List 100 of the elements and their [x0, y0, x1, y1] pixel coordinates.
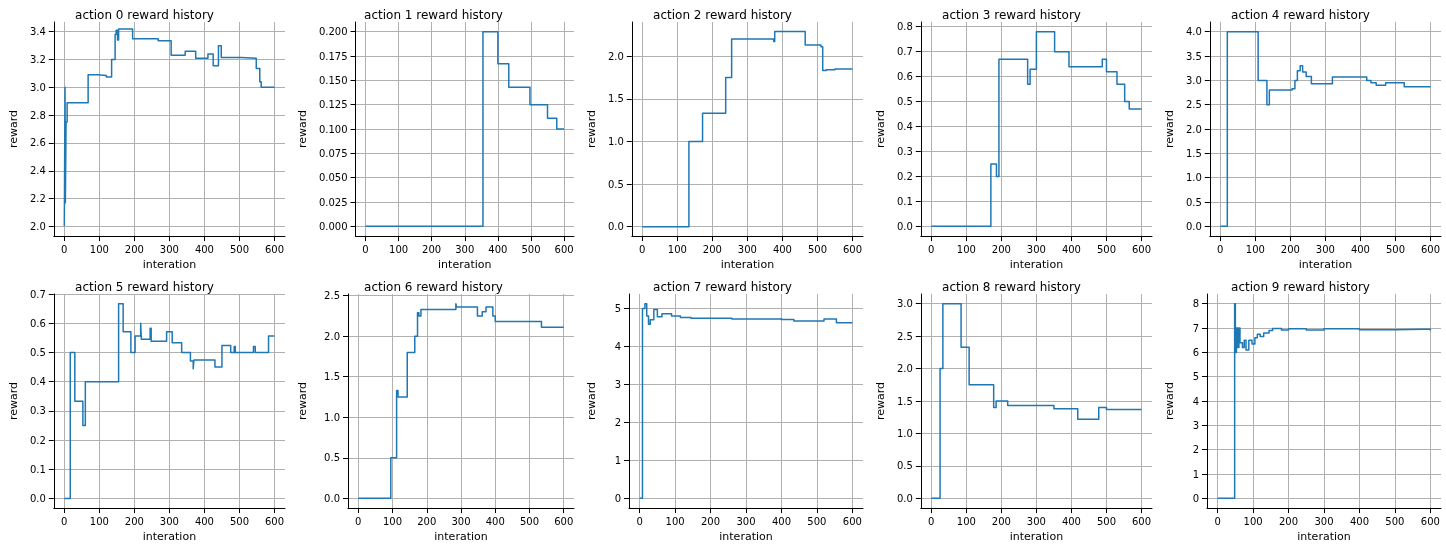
y-tick-label: 0.0: [1185, 220, 1202, 232]
y-tick-label: 5: [614, 302, 621, 314]
chart-title: action 9 reward history: [1231, 280, 1370, 294]
y-tick-label: 3.0: [896, 298, 913, 310]
x-tick-label: 600: [264, 243, 285, 255]
x-tick-label: 500: [807, 515, 827, 527]
y-tick-label: 1.5: [607, 93, 624, 105]
x-tick-label: 200: [1279, 515, 1299, 527]
y-tick-label: 0.0: [324, 492, 340, 504]
x-tick-label: 400: [1061, 515, 1081, 527]
x-tick-label: 100: [89, 243, 109, 255]
x-tick-label: 300: [1315, 243, 1335, 255]
y-tick-label: 0.4: [29, 376, 46, 388]
x-tick-label: 500: [1096, 243, 1117, 255]
x-tick-label: 400: [194, 243, 214, 255]
y-tick-label: 0.175: [318, 50, 348, 62]
y-axis-title: reward: [874, 382, 887, 421]
y-tick-label: 0.200: [318, 26, 348, 38]
x-tick-label: 300: [159, 243, 179, 255]
x-tick-label: 100: [665, 515, 685, 527]
y-tick-label: 2.5: [324, 290, 340, 302]
x-tick-label: 100: [89, 515, 109, 527]
y-axis-title: reward: [585, 382, 598, 421]
chart-title: action 2 reward history: [653, 8, 792, 22]
x-tick-label: 400: [1350, 243, 1370, 255]
y-tick-label: 0: [1192, 492, 1199, 504]
x-tick-label: 600: [264, 515, 285, 527]
x-axis-title: interation: [434, 530, 488, 543]
y-tick-label: 4: [1192, 395, 1199, 407]
y-tick-label: 4: [614, 340, 621, 352]
x-tick-label: 300: [455, 243, 475, 255]
y-tick-label: 2.6: [29, 137, 46, 149]
x-tick-label: 500: [1385, 243, 1406, 255]
x-tick-label: 300: [159, 515, 179, 527]
x-tick-label: 0: [1214, 515, 1221, 527]
y-tick-label: 8: [1192, 298, 1199, 310]
x-tick-label: 500: [229, 515, 250, 527]
y-tick-label: 3: [1192, 419, 1199, 431]
x-tick-label: 300: [1026, 243, 1046, 255]
y-axis-title: reward: [1163, 110, 1176, 149]
y-tick-label: 6: [1192, 346, 1199, 358]
x-tick-label: 400: [488, 243, 508, 255]
x-tick-label: 600: [554, 515, 574, 527]
x-tick-label: 600: [842, 243, 863, 255]
x-tick-label: 0: [1217, 243, 1224, 255]
x-tick-label: 600: [554, 243, 574, 255]
x-tick-label: 500: [807, 243, 828, 255]
x-tick-label: 200: [124, 515, 144, 527]
x-tick-label: 200: [701, 515, 721, 527]
x-tick-label: 0: [928, 515, 935, 527]
y-tick-label: 3.0: [1185, 74, 1202, 86]
x-tick-label: 300: [1026, 515, 1046, 527]
y-tick-label: 0.6: [896, 71, 913, 83]
x-tick-label: 0: [362, 243, 369, 255]
y-axis-title: reward: [7, 382, 20, 421]
y-tick-label: 0.5: [607, 178, 624, 190]
x-axis-title: interation: [438, 258, 492, 271]
y-tick-label: 0.1: [29, 463, 46, 475]
y-tick-label: 0.2: [29, 434, 46, 446]
x-tick-label: 0: [928, 243, 935, 255]
chart-title: action 5 reward history: [75, 280, 214, 294]
y-tick-label: 0.150: [318, 74, 348, 86]
y-tick-label: 0.075: [318, 147, 348, 159]
y-tick-label: 0.7: [896, 46, 913, 58]
y-tick-label: 0.8: [896, 21, 913, 33]
y-axis-title: reward: [296, 382, 309, 421]
x-tick-label: 100: [956, 243, 976, 255]
x-tick-label: 600: [1420, 515, 1440, 527]
y-tick-label: 0.0: [896, 492, 913, 504]
y-tick-label: 7: [1192, 322, 1199, 334]
y-tick-label: 5: [1192, 371, 1199, 383]
x-tick-label: 0: [61, 243, 68, 255]
x-tick-label: 300: [737, 243, 757, 255]
x-tick-label: 400: [485, 515, 505, 527]
y-tick-label: 0.000: [318, 220, 348, 232]
x-axis-title: interation: [1298, 258, 1353, 271]
y-tick-label: 0.5: [896, 460, 913, 472]
y-tick-label: 2.5: [896, 330, 913, 342]
y-tick-label: 0.5: [1185, 196, 1202, 208]
x-tick-label: 400: [1349, 515, 1369, 527]
y-tick-label: 3.2: [29, 54, 46, 66]
y-tick-label: 1.5: [324, 371, 340, 383]
chart-title: action 6 reward history: [364, 280, 503, 294]
y-tick-label: 2.2: [29, 193, 46, 205]
chart-title: action 7 reward history: [653, 280, 792, 294]
x-tick-label: 500: [1096, 515, 1117, 527]
y-tick-label: 1.0: [1185, 172, 1202, 184]
y-tick-label: 0.050: [318, 172, 348, 184]
y-tick-label: 2.0: [607, 50, 624, 62]
chart-title: action 8 reward history: [942, 280, 1081, 294]
y-tick-label: 3.5: [1185, 50, 1202, 62]
x-tick-label: 500: [229, 243, 250, 255]
y-tick-label: 0.5: [896, 96, 913, 108]
y-tick-label: 1: [614, 454, 621, 466]
x-tick-label: 200: [991, 243, 1011, 255]
x-tick-label: 200: [124, 243, 144, 255]
y-tick-label: 1.0: [896, 427, 913, 439]
chart-title: action 1 reward history: [364, 8, 503, 22]
y-axis-title: reward: [7, 110, 20, 149]
chart-title: action 4 reward history: [1231, 8, 1370, 22]
